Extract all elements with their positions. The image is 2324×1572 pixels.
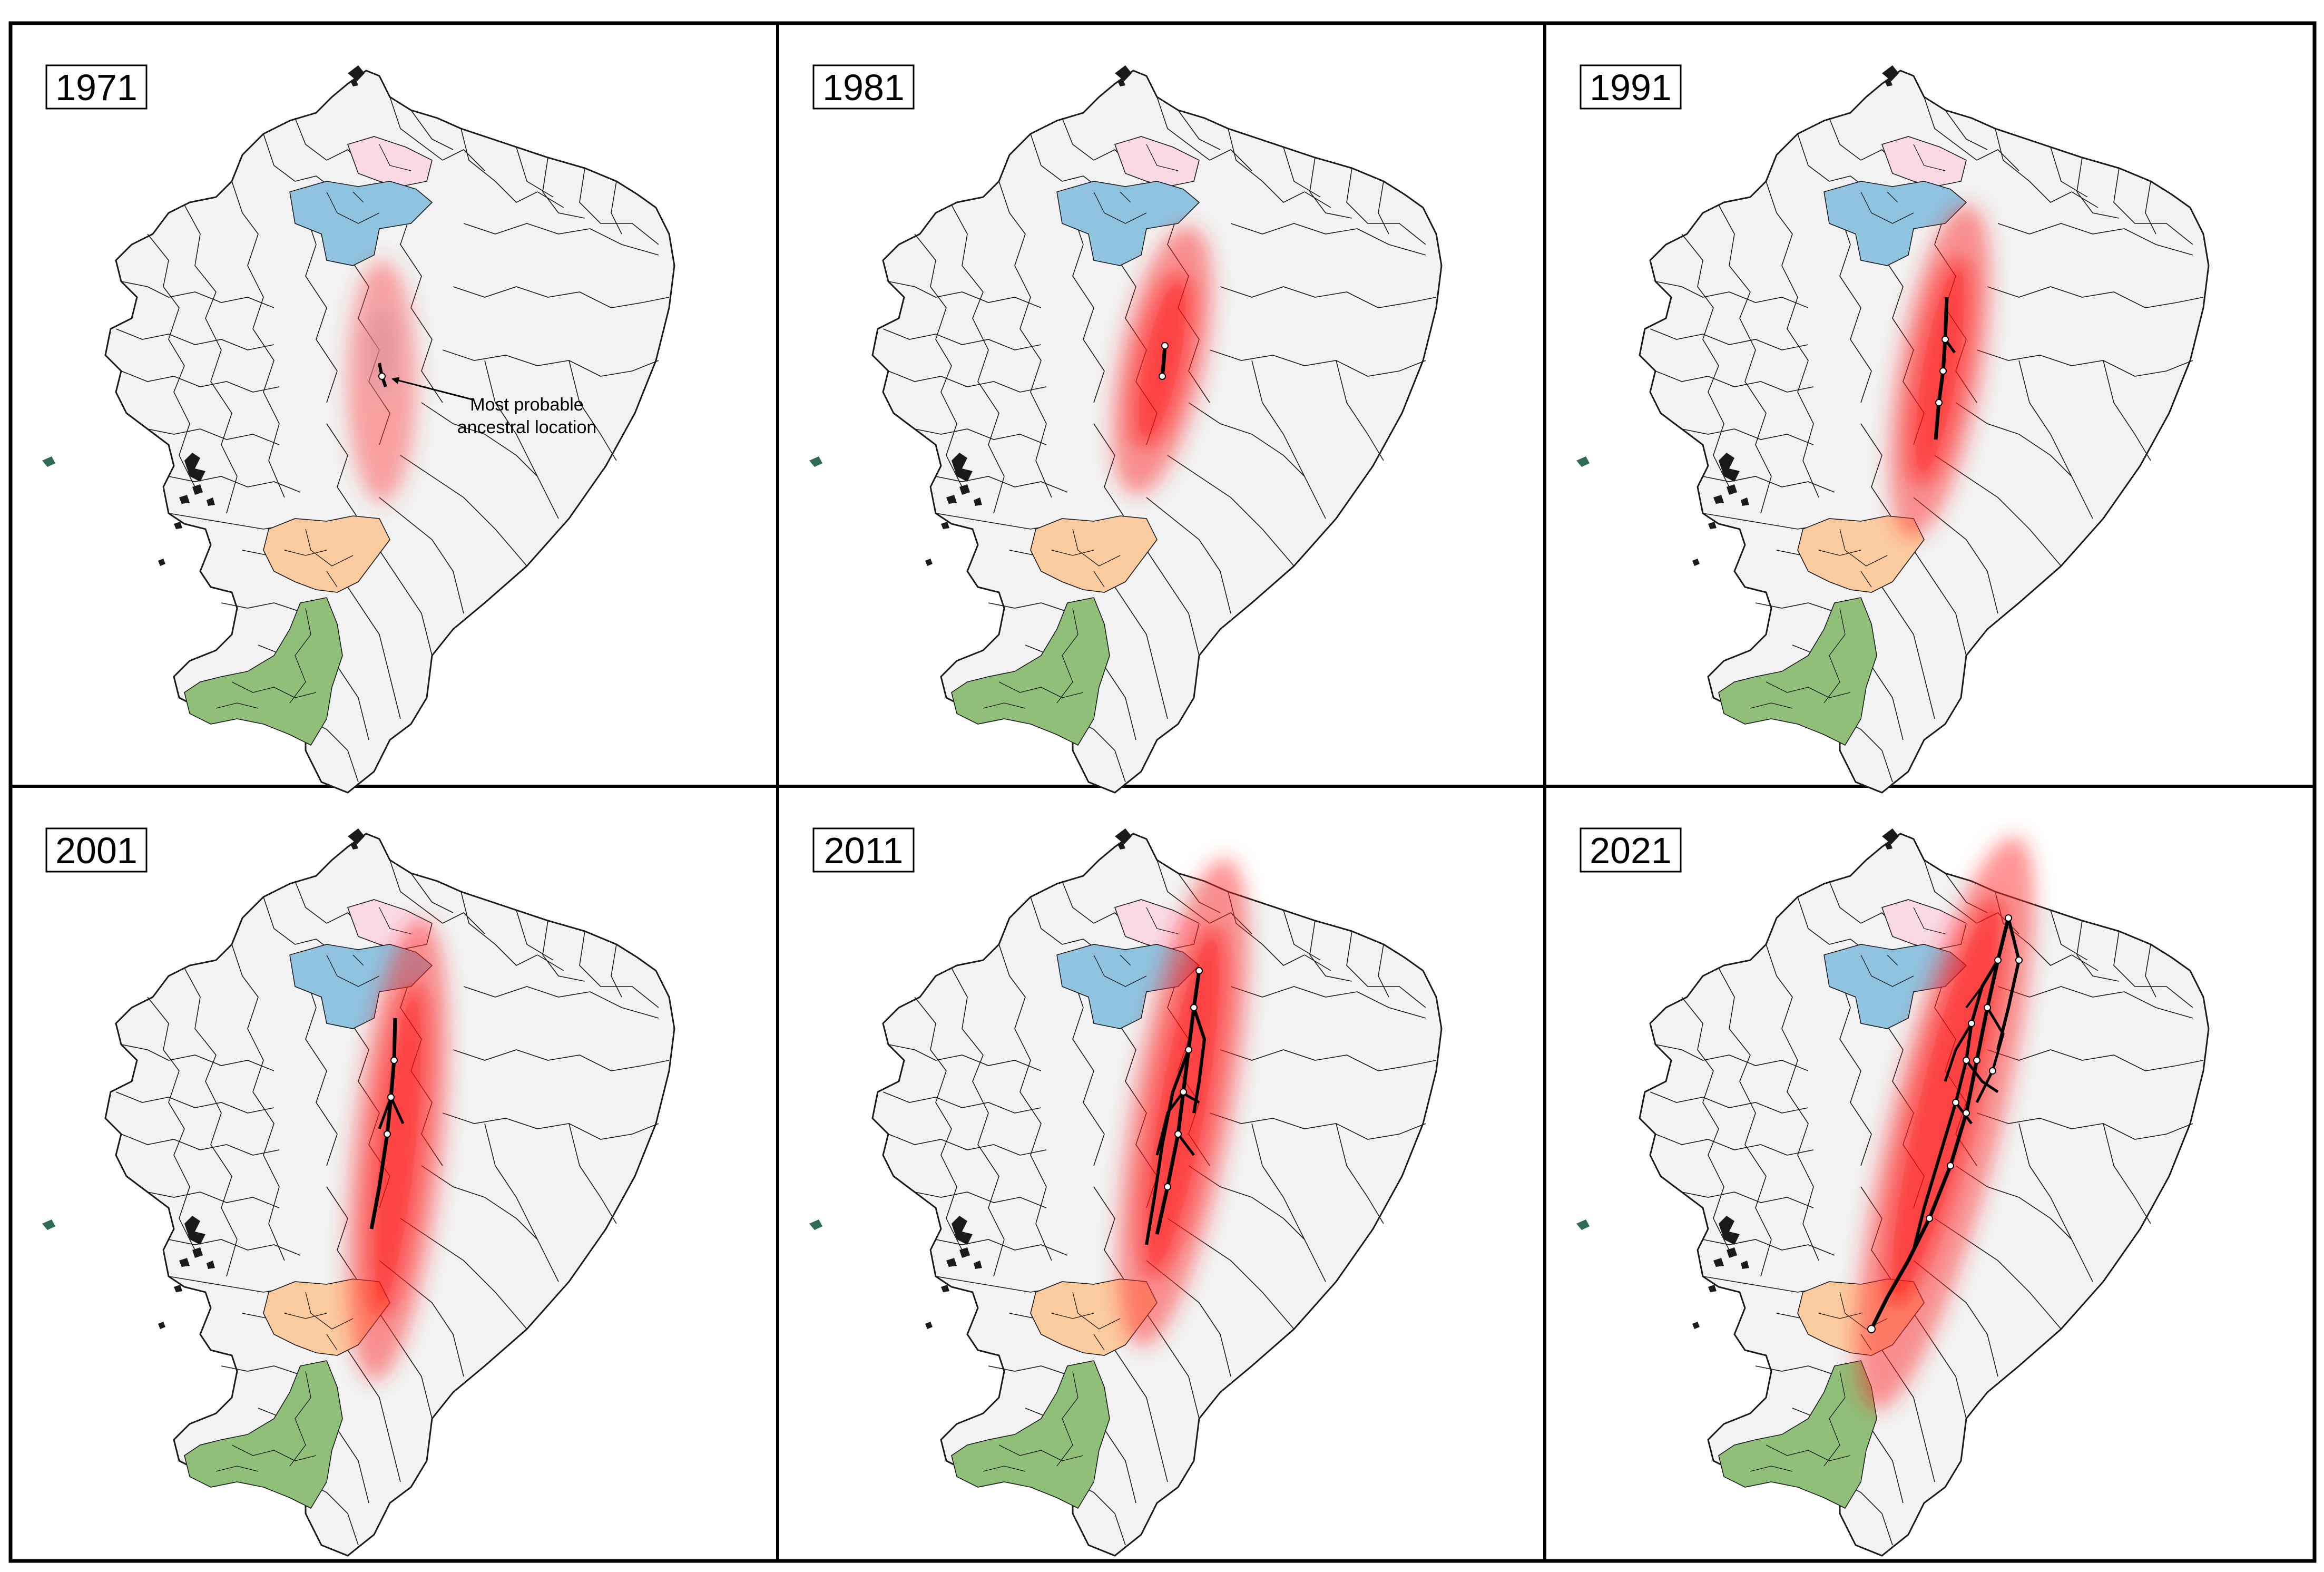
- year-label: 2001: [55, 830, 138, 871]
- lineage-paths: [1867, 914, 2023, 1333]
- lineage-paths: [369, 1018, 405, 1229]
- year-label: 2021: [1590, 830, 1672, 871]
- map-panel-1971: Most probable ancestral location 1971: [41, 64, 675, 794]
- lineage-node: [1926, 1215, 1933, 1222]
- panel-grid: [8, 21, 2317, 1563]
- lineage-paths: [378, 363, 387, 387]
- lineage-node: [2005, 914, 2012, 922]
- lineage-node: [1164, 1183, 1171, 1190]
- lineage-node: [1867, 1325, 1876, 1333]
- annotation-arrow: [391, 377, 475, 401]
- lineage-node: [390, 1057, 398, 1064]
- lineage-node: [1159, 373, 1166, 380]
- hpd-region: [1856, 837, 2035, 1410]
- lineage-node: [1939, 367, 1947, 375]
- lineage-node: [1952, 1099, 1959, 1106]
- lineage-node: [1963, 1057, 1970, 1064]
- year-label-box: [45, 827, 148, 873]
- annotation-line-2: ancestral location: [457, 417, 597, 437]
- lineage-node: [1968, 1020, 1975, 1027]
- lineage-node: [384, 1130, 391, 1138]
- map-panel-1981: 1981: [808, 64, 1443, 794]
- annotation-line-1: Most probable: [470, 395, 583, 415]
- year-label: 2011: [824, 830, 904, 871]
- lineage-node: [1973, 1057, 1980, 1064]
- lineage-node: [2015, 956, 2023, 964]
- lineage-paths: [1934, 297, 1956, 440]
- lineage-node: [1963, 1109, 1970, 1117]
- year-label-box: [1580, 64, 1682, 110]
- hpd-region: [347, 919, 449, 1381]
- year-label-box: [812, 827, 915, 873]
- lineage-node: [1941, 336, 1949, 343]
- map-panel-2001: 2001: [41, 827, 675, 1557]
- lineage-node: [378, 373, 386, 380]
- lineage-node: [1984, 1004, 1991, 1011]
- lineage-node: [1989, 1067, 1996, 1075]
- year-label: 1981: [822, 67, 905, 108]
- lineage-paths: [1159, 342, 1169, 380]
- year-label-box: [1580, 827, 1682, 873]
- lineage-node: [1185, 1046, 1192, 1053]
- lineage-node: [1174, 1130, 1182, 1138]
- lineage-node: [1947, 1162, 1954, 1169]
- hpd-region: [348, 260, 416, 503]
- lineage-node: [1190, 1004, 1198, 1011]
- map-panel-2021: 2021: [1575, 827, 2210, 1557]
- map-panel-1991: 1991: [1575, 64, 2210, 794]
- lineage-node: [387, 1093, 395, 1101]
- lineage-paths: [1145, 967, 1207, 1245]
- map-panel-2011: 2011: [808, 827, 1443, 1557]
- lineage-node: [1180, 1088, 1187, 1096]
- lineage-node: [1994, 956, 2002, 964]
- lineage-node: [1161, 342, 1169, 349]
- annotation: Most probable ancestral location: [391, 377, 597, 437]
- lineage-node: [1195, 967, 1203, 974]
- year-label: 1971: [55, 67, 138, 108]
- year-label: 1991: [1590, 67, 1672, 108]
- year-label-box: [45, 64, 148, 110]
- lineage-node: [1935, 399, 1943, 406]
- year-label-box: [812, 64, 915, 110]
